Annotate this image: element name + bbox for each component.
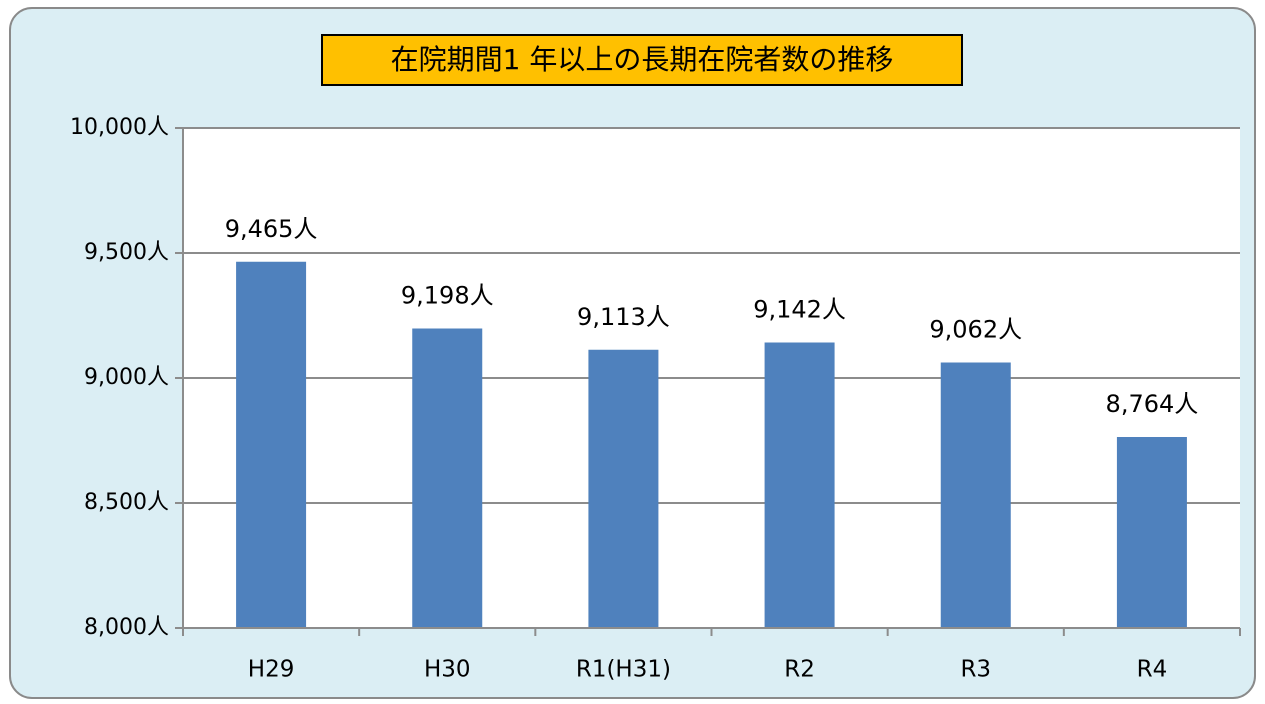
y-tick-label: 8,500人	[84, 490, 169, 515]
x-tick-label: R2	[784, 657, 815, 683]
data-label: 9,465人	[225, 215, 318, 243]
y-tick-label: 10,000人	[70, 115, 169, 140]
bar	[412, 328, 483, 628]
y-tick-label: 8,000人	[84, 615, 169, 640]
data-label: 9,113人	[577, 303, 670, 331]
x-tick-label: H30	[424, 657, 471, 683]
y-tick-label: 9,500人	[84, 240, 169, 265]
bar	[940, 362, 1011, 628]
bar	[588, 349, 659, 628]
y-tick-label: 9,000人	[84, 365, 169, 390]
x-tick-label: R1(H31)	[576, 657, 671, 683]
data-label: 9,198人	[401, 282, 494, 310]
bar	[1116, 437, 1187, 628]
bar	[764, 342, 835, 628]
chart-title: 在院期間1 年以上の長期在院者数の推移	[391, 43, 894, 76]
data-label: 9,062人	[929, 316, 1022, 344]
title-box	[321, 34, 963, 86]
data-label: 8,764人	[1106, 390, 1199, 418]
x-tick-label: R4	[1137, 657, 1168, 683]
x-tick-label: H29	[248, 657, 295, 683]
bar	[236, 261, 307, 628]
x-tick-label: R3	[960, 657, 991, 683]
data-label: 9,142人	[753, 296, 846, 324]
